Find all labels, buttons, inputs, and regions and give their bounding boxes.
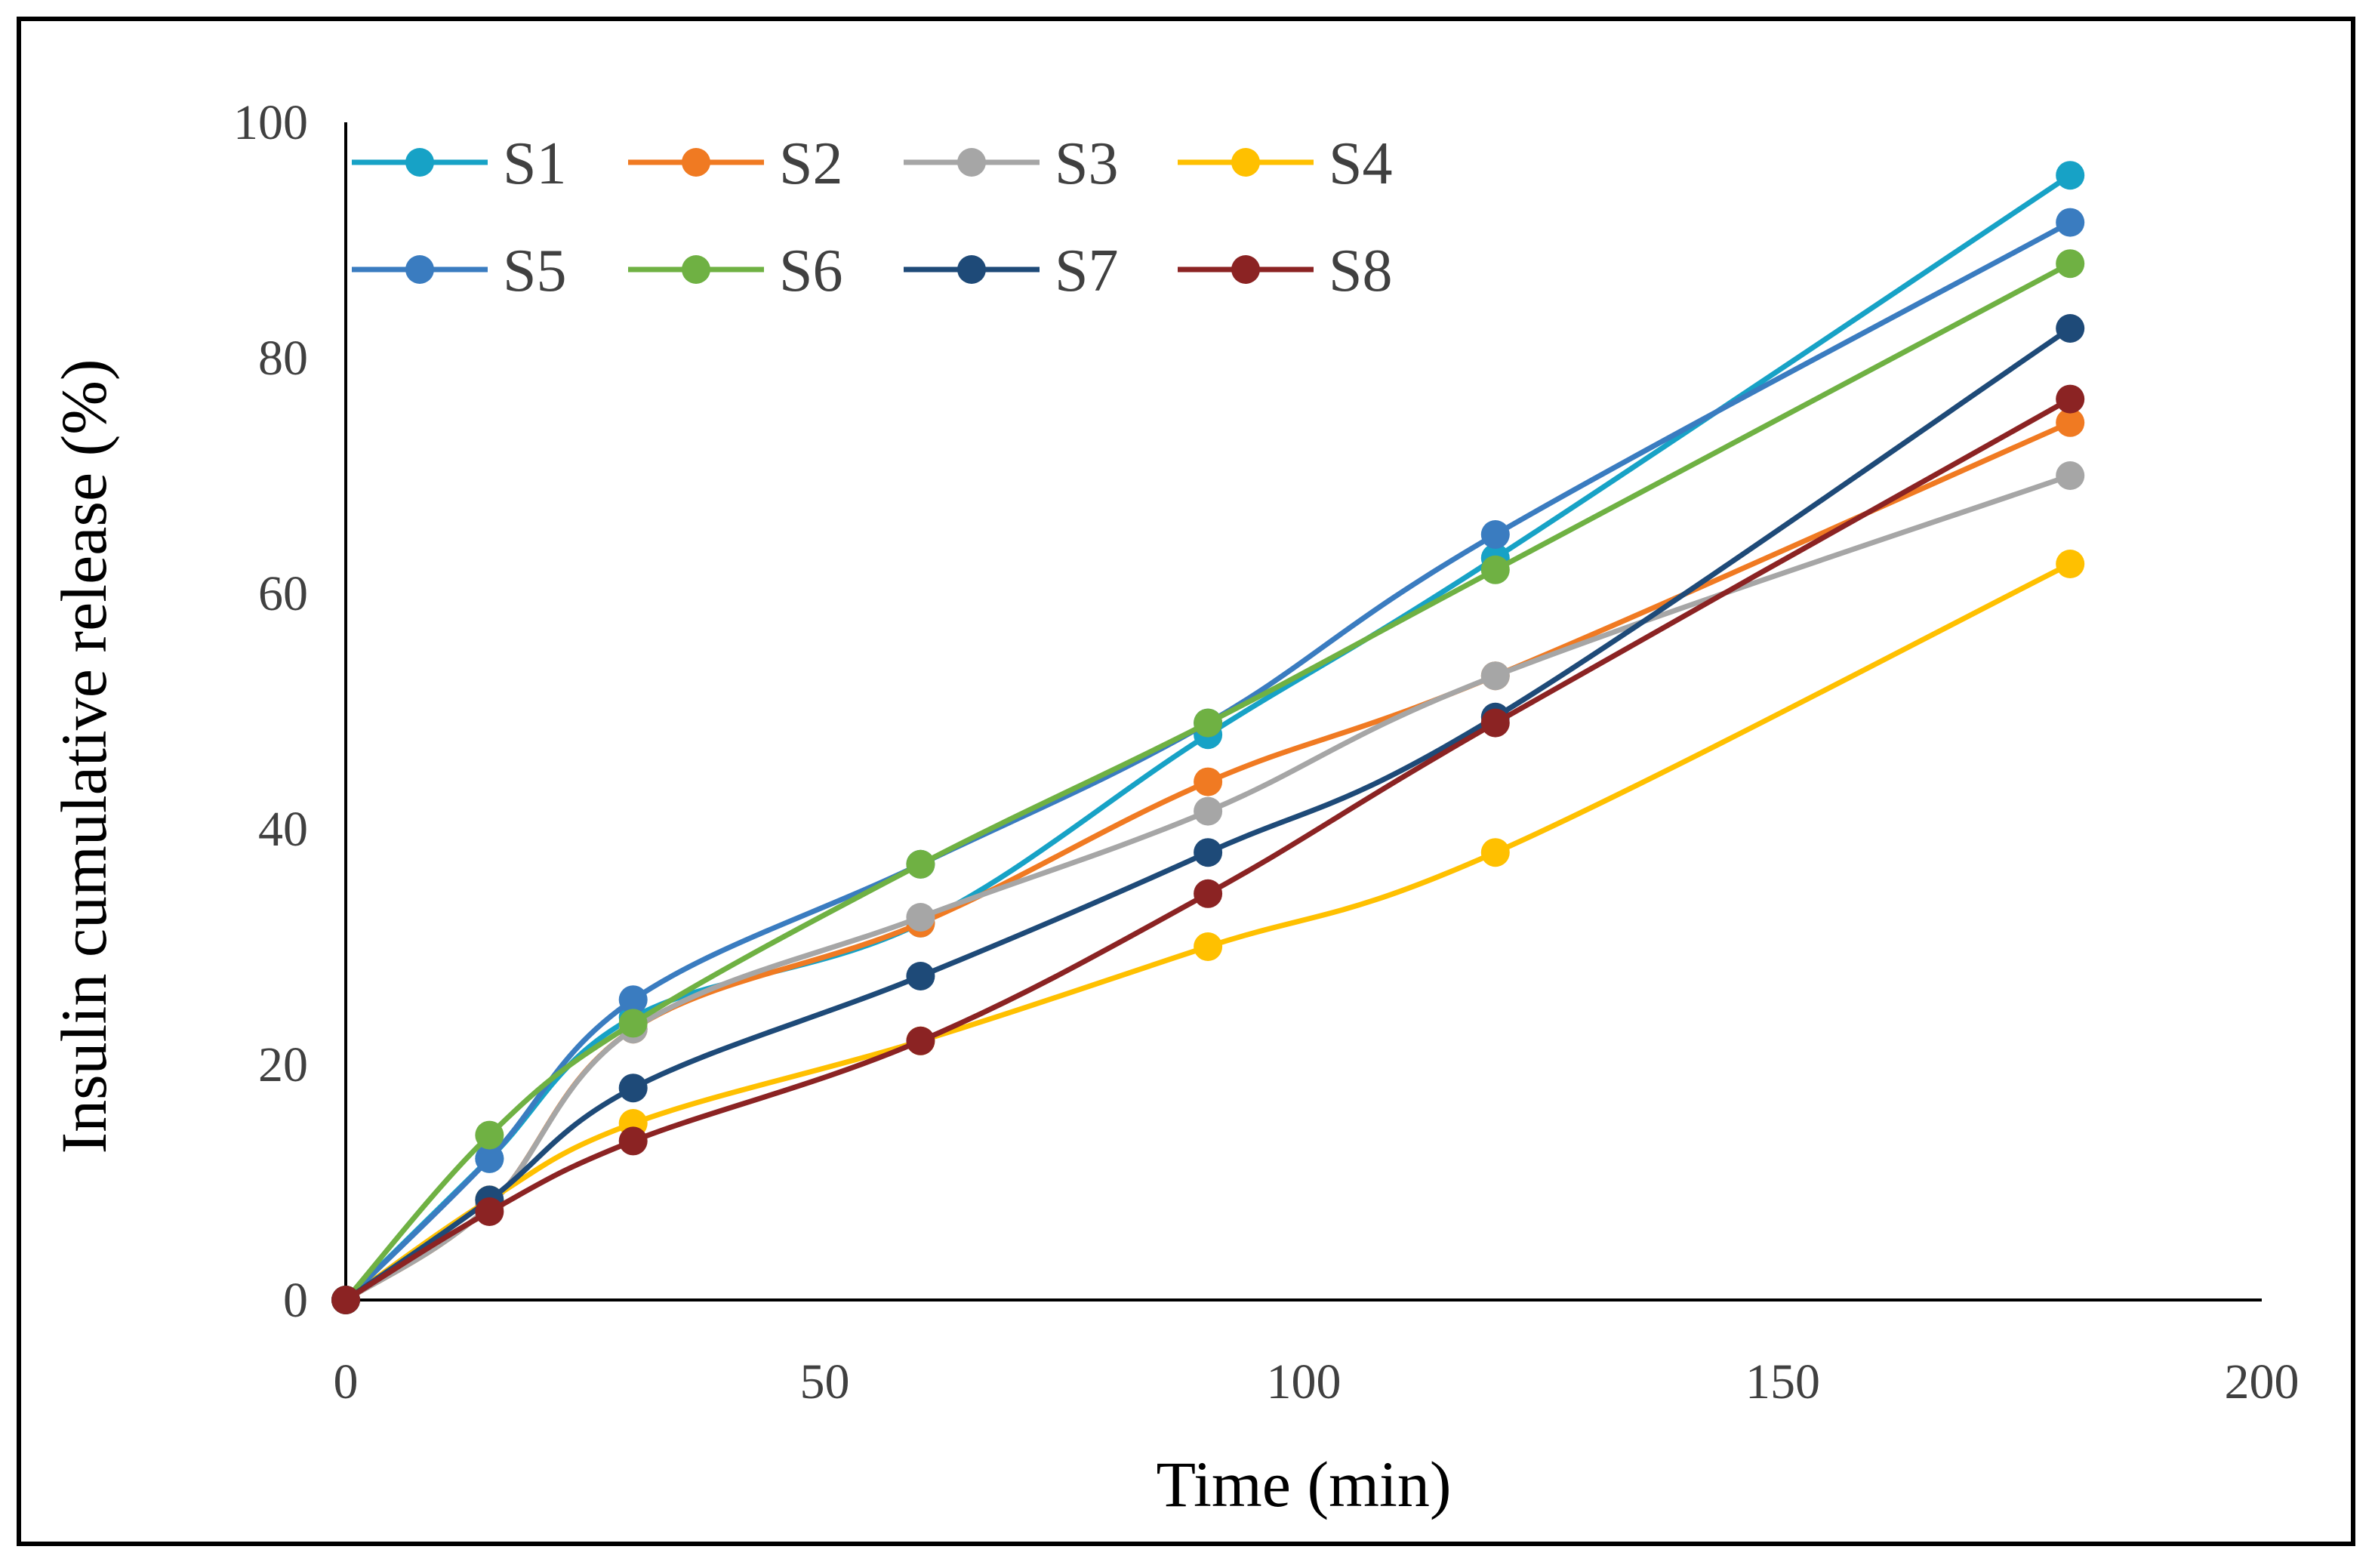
series-line-s7: [343, 326, 2072, 1302]
x-tick-label: 0: [334, 1354, 359, 1409]
legend-swatch-marker: [1231, 255, 1260, 284]
legend-label: S2: [779, 131, 843, 197]
series-line-s6: [343, 261, 2072, 1302]
data-point: [906, 849, 935, 879]
x-tick-label: 50: [800, 1354, 850, 1409]
legend-swatch-marker: [957, 255, 986, 284]
data-point: [1194, 932, 1223, 961]
series-s4: [331, 550, 2085, 1314]
data-point: [2056, 461, 2085, 490]
data-point: [2056, 208, 2085, 237]
legend-entry-s7: S7: [904, 238, 1119, 304]
data-point: [2056, 550, 2085, 578]
data-point: [1194, 879, 1223, 908]
series-line-s3: [344, 473, 2072, 1302]
data-point: [1480, 555, 1510, 584]
series-line-s5: [343, 220, 2072, 1302]
legend-entry-s1: S1: [352, 131, 567, 197]
data-point: [1480, 708, 1510, 738]
data-point: [1194, 796, 1223, 826]
series-group: [331, 161, 2085, 1314]
data-point: [475, 1144, 504, 1173]
tick-labels: 0 50 100 150 200 0 20 40 60 80 100: [233, 95, 2300, 1409]
x-tick-label: 200: [2225, 1354, 2300, 1409]
data-point: [331, 1286, 360, 1314]
data-point: [2056, 408, 2085, 437]
series-s8: [331, 384, 2085, 1314]
data-point: [906, 1026, 935, 1055]
legend-swatch-marker: [1231, 148, 1260, 177]
data-point: [2056, 384, 2085, 414]
legend-swatch-marker: [682, 255, 710, 284]
data-point: [1194, 708, 1223, 738]
legend-entry-s6: S6: [628, 238, 843, 304]
axes: [344, 122, 2262, 1302]
y-tick-label: 60: [258, 566, 308, 621]
legend-label: S6: [779, 238, 843, 304]
legend-label: S3: [1055, 131, 1119, 197]
legend-swatch-marker: [957, 148, 986, 177]
series-line-s8: [344, 396, 2072, 1302]
data-point: [1480, 661, 1510, 691]
data-point: [906, 903, 935, 932]
legend-entry-s5: S5: [352, 238, 567, 304]
data-point: [475, 1120, 504, 1150]
y-tick-label: 100: [233, 95, 308, 150]
series-line-s4: [343, 561, 2072, 1302]
data-point: [906, 962, 935, 990]
data-point: [2056, 249, 2085, 279]
data-point: [2056, 161, 2085, 190]
legend-entry-s3: S3: [904, 131, 1119, 197]
data-point: [618, 1126, 648, 1156]
legend-label: S1: [503, 131, 567, 197]
legend-swatch-marker: [405, 255, 434, 284]
data-point: [1480, 838, 1510, 867]
legend-entry-s2: S2: [628, 131, 843, 197]
series-s5: [331, 208, 2085, 1314]
legend-swatch-marker: [405, 148, 434, 177]
data-point: [618, 1074, 648, 1103]
y-tick-label: 80: [258, 331, 308, 386]
x-tick-label: 150: [1745, 1354, 1820, 1409]
legend-label: S5: [503, 238, 567, 304]
legend: S1 S2 S3 S4 S5 S6 S7 S8: [352, 131, 1393, 304]
data-point: [618, 985, 648, 1015]
legend-label: S4: [1329, 131, 1393, 197]
y-tick-label: 40: [258, 802, 308, 857]
data-point: [2056, 314, 2085, 343]
legend-entry-s8: S8: [1178, 238, 1393, 304]
data-point: [1480, 520, 1510, 549]
y-tick-label: 20: [258, 1037, 308, 1092]
legend-entry-s4: S4: [1178, 131, 1393, 197]
legend-label: S8: [1329, 238, 1393, 304]
x-axis-title: Time (min): [1156, 1448, 1451, 1520]
data-point: [618, 1009, 648, 1038]
legend-swatch-marker: [682, 148, 710, 177]
data-point: [1194, 767, 1223, 796]
y-axis-title: Insulin cumulative release (%): [48, 359, 120, 1154]
legend-label: S7: [1055, 238, 1119, 304]
x-tick-label: 100: [1267, 1354, 1342, 1409]
y-tick-label: 0: [283, 1273, 308, 1328]
data-point: [1194, 838, 1223, 867]
data-point: [475, 1197, 504, 1226]
